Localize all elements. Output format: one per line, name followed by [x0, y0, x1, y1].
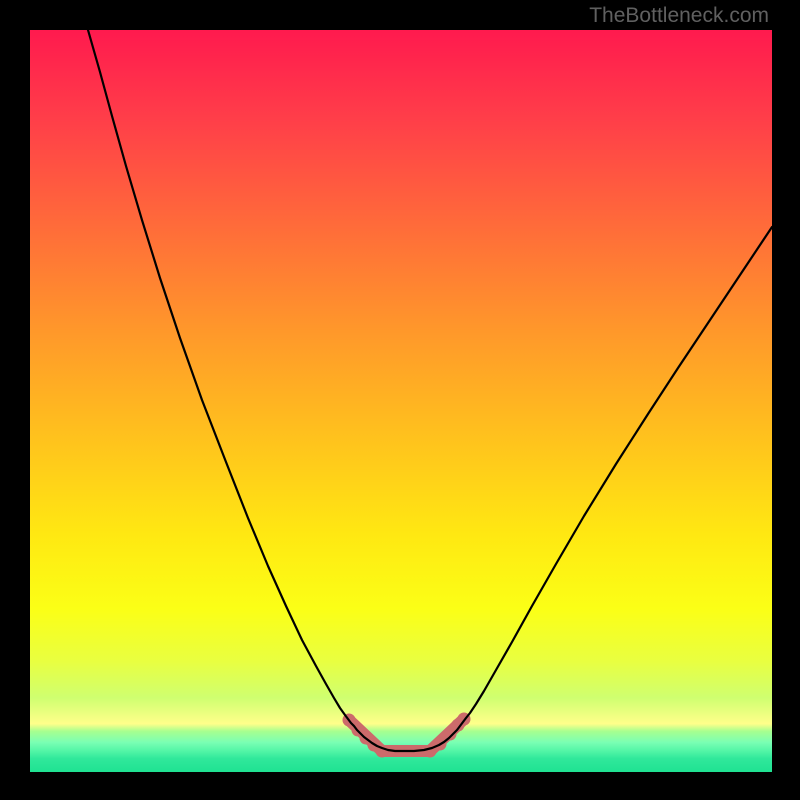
watermark-text: TheBottleneck.com: [589, 4, 769, 28]
frame-border-right: [772, 0, 800, 800]
chart-frame: TheBottleneck.com: [0, 0, 800, 800]
plot-area: [30, 30, 772, 772]
curve-layer: [30, 30, 772, 772]
bottleneck-curve: [88, 30, 772, 751]
frame-border-left: [0, 0, 30, 800]
frame-border-bottom: [0, 772, 800, 800]
